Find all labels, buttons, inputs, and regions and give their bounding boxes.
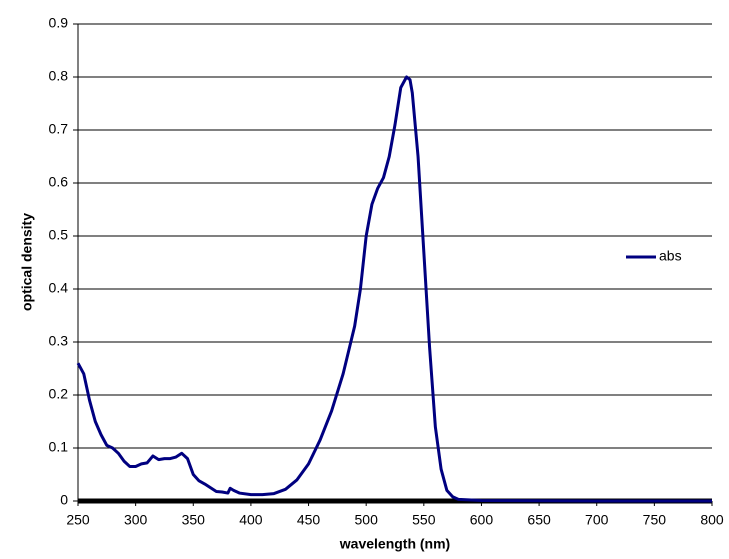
x-tick-label: 450 [297,512,321,528]
y-tick-label: 0.2 [49,386,69,402]
x-tick-label: 400 [239,512,263,528]
x-tick-label: 350 [182,512,206,528]
x-tick-label: 800 [700,512,724,528]
y-tick-label: 0.4 [49,280,69,296]
y-tick-label: 0 [60,492,68,508]
y-tick-label: 0.8 [49,68,69,84]
legend-label: abs [659,248,682,264]
data-line [76,75,712,503]
x-tick-label: 700 [585,512,609,528]
x-tick-label: 500 [355,512,379,528]
y-tick-label: 0.6 [49,174,69,190]
x-tick-label: 550 [412,512,436,528]
x-tick-label: 600 [470,512,494,528]
y-tick-label: 0.3 [49,333,69,349]
y-tick-label: 0.1 [49,439,69,455]
y-tick-label: 0.7 [49,121,69,137]
y-tick-label: 0.5 [49,227,69,243]
x-tick-label: 750 [643,512,667,528]
x-axis-title: wavelength (nm) [339,536,450,552]
x-tick-label: 650 [527,512,551,528]
x-tick-label: 300 [124,512,148,528]
x-tick-label: 250 [66,512,90,528]
y-axis-title: optical density [19,213,35,311]
y-tick-label: 0.9 [49,15,69,31]
